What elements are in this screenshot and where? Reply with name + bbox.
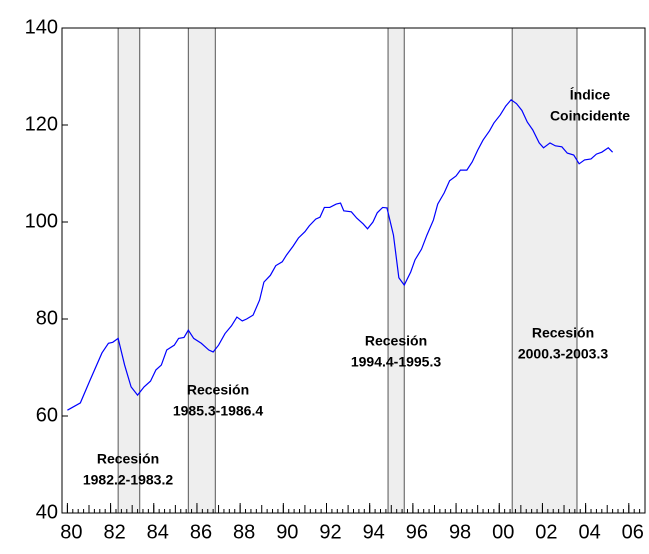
y-tick-label: 60	[36, 404, 58, 426]
recession-label: 2000.3-2003.3	[518, 346, 609, 362]
recession-band	[511, 27, 578, 514]
x-tick-label: 92	[319, 521, 341, 543]
recession-label: 1994.4-1995.3	[351, 354, 442, 370]
recession-label: Recesión	[532, 325, 594, 341]
annotation: Coincidente	[550, 108, 630, 124]
x-tick-label: 98	[449, 521, 471, 543]
x-tick-label: 94	[363, 521, 385, 543]
recession-label: Recesión	[365, 333, 427, 349]
x-tick-label: 04	[578, 521, 600, 543]
x-tick-label: 00	[492, 521, 514, 543]
x-tick-label: 06	[622, 521, 644, 543]
y-tick-label: 140	[25, 16, 58, 38]
y-tick-label: 120	[25, 113, 58, 135]
x-tick-label: 88	[233, 521, 255, 543]
y-tick-label: 40	[36, 501, 58, 523]
x-tick-label: 96	[406, 521, 428, 543]
recession-label: Recesión	[97, 451, 159, 467]
y-tick-label: 80	[36, 307, 58, 329]
recession-band	[117, 27, 141, 514]
recession-label: 1982.2-1983.2	[83, 472, 174, 488]
x-tick-label: 84	[147, 521, 169, 543]
recession-band	[387, 27, 405, 514]
x-tick-label: 86	[190, 521, 212, 543]
recession-label: 1985.3-1986.4	[173, 403, 264, 419]
x-tick-label: 80	[60, 521, 82, 543]
x-tick-label: 90	[276, 521, 298, 543]
y-tick-label: 100	[25, 210, 58, 232]
recession-band	[187, 27, 216, 514]
recession-label: Recesión	[187, 382, 249, 398]
x-tick-label: 82	[103, 521, 125, 543]
annotation: Índice	[570, 87, 611, 103]
x-tick-label: 02	[535, 521, 557, 543]
series-line	[67, 98, 614, 411]
